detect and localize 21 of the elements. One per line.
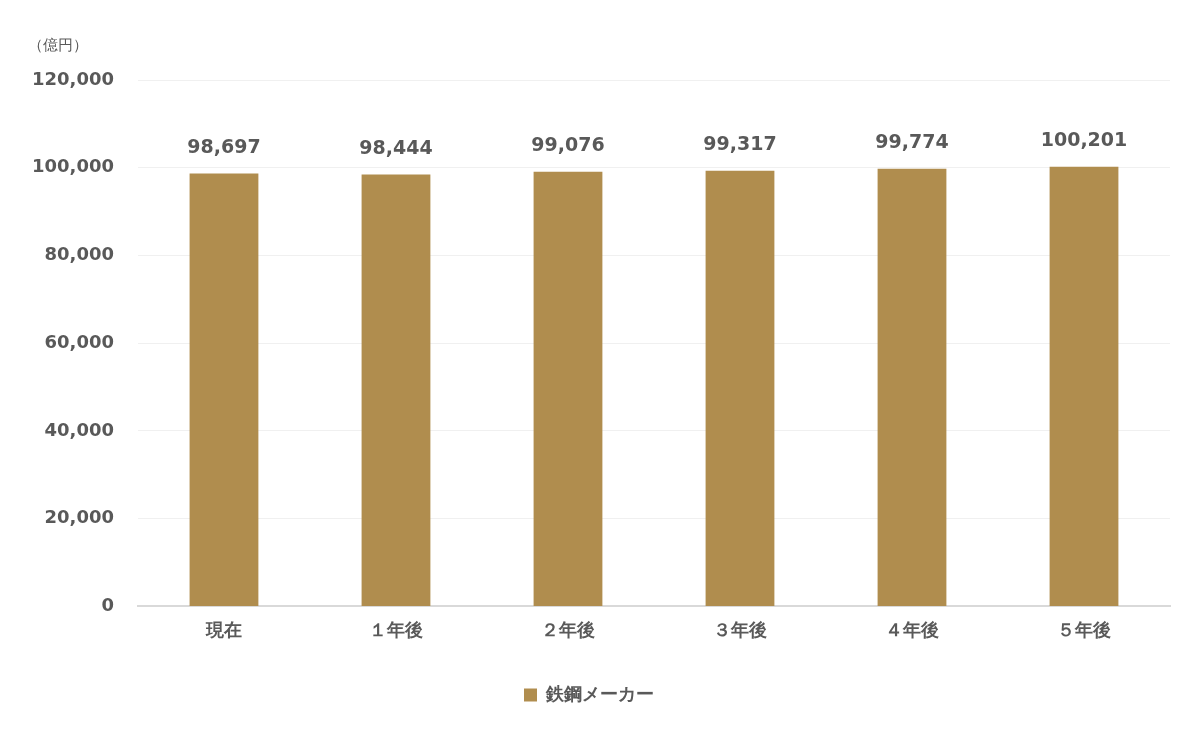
x-tick-label: ２年後: [540, 618, 595, 640]
x-tick-label: ４年後: [885, 618, 939, 640]
x-tick-label: ５年後: [1057, 618, 1111, 640]
x-tick-label: 現在: [204, 618, 242, 640]
y-tick-label: 120,000: [32, 67, 114, 89]
legend-label: 鉄鋼メーカー: [545, 682, 654, 704]
y-tick-label: 100,000: [32, 155, 114, 177]
y-tick-label: 40,000: [44, 418, 114, 440]
y-tick-label: 0: [101, 594, 114, 616]
data-label: 99,774: [875, 130, 949, 153]
data-label: 99,076: [531, 133, 605, 156]
y-tick-label: 80,000: [44, 243, 114, 265]
data-label: 98,444: [359, 136, 433, 158]
data-label: 99,317: [703, 132, 777, 155]
data-label: 98,697: [187, 134, 261, 157]
y-tick-label: 60,000: [44, 330, 114, 352]
x-tick-label: １年後: [368, 618, 423, 640]
data-label: 100,201: [1040, 128, 1128, 151]
y-axis-title: （億円）: [28, 35, 88, 54]
y-tick-label: 20,000: [44, 506, 114, 528]
x-tick-label: ３年後: [712, 618, 767, 640]
